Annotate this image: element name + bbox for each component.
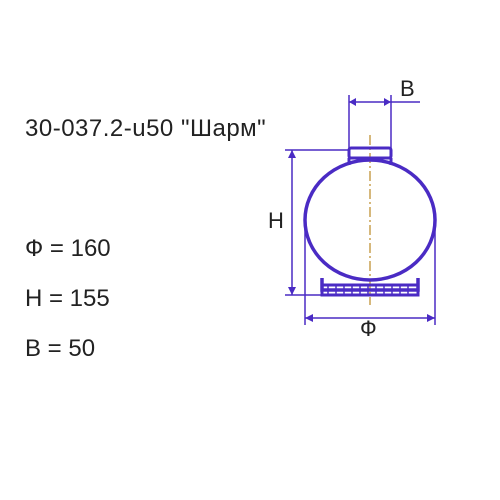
spec-b: В = 50 bbox=[25, 335, 95, 363]
dim-label-phi: Ф bbox=[360, 316, 377, 340]
product-title: 30-037.2-u50 "Шарм" bbox=[25, 115, 266, 143]
technical-drawing: B H Ф bbox=[260, 80, 470, 340]
dim-label-b: B bbox=[400, 80, 415, 101]
dim-label-h: H bbox=[268, 208, 284, 233]
spec-h: Н = 155 bbox=[25, 285, 110, 313]
spec-phi: Ф = 160 bbox=[25, 235, 111, 263]
